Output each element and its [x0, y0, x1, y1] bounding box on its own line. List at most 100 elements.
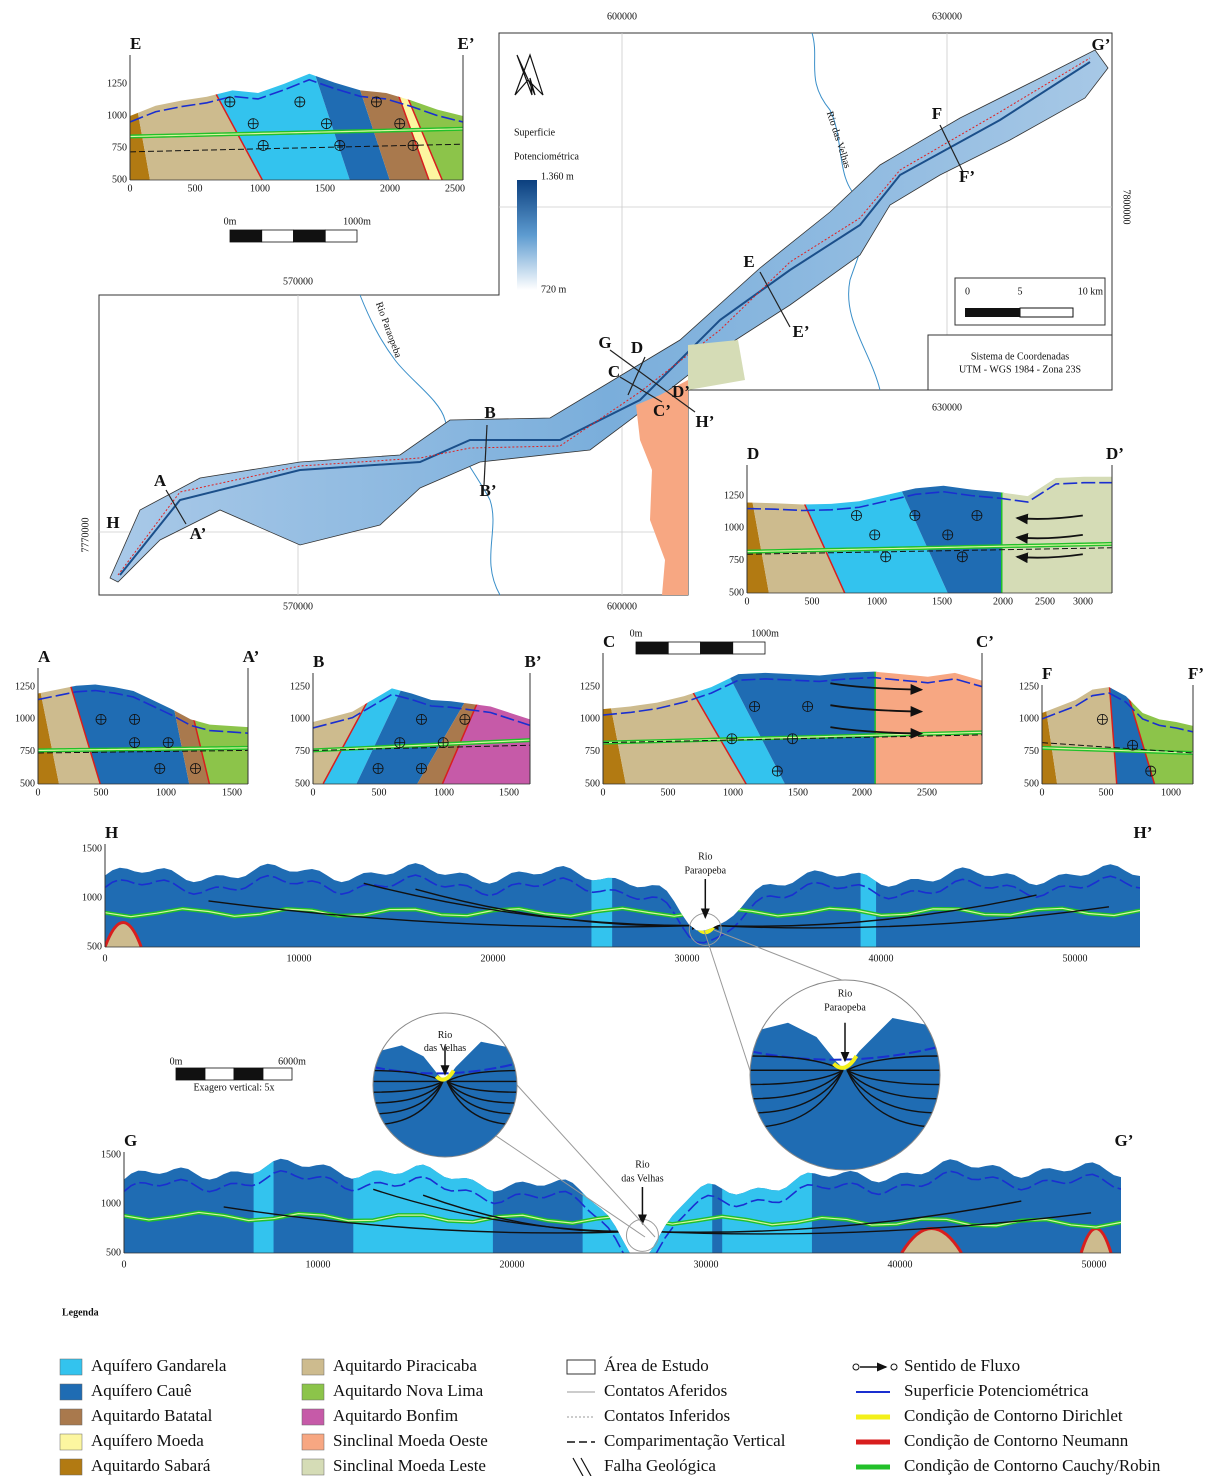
flow-in-symbol	[1127, 740, 1138, 751]
x-tick-label: 0	[601, 787, 606, 798]
section-trace	[619, 376, 663, 403]
x-tick-label: 1000	[723, 787, 743, 798]
legend-label: Área de Estudo	[604, 1356, 709, 1375]
scale-bar	[324, 229, 358, 243]
scale-label: 5	[1018, 286, 1023, 297]
y-tick-label: 500	[1024, 778, 1039, 789]
flow-arrow	[830, 682, 924, 695]
flow-in-symbol	[869, 529, 880, 540]
x-tick-label: 0	[745, 596, 750, 607]
zoom-leader	[703, 929, 756, 1086]
y-tick-label: 1250	[580, 681, 600, 692]
flow-in-symbol	[749, 701, 760, 712]
geo-unit	[356, 688, 476, 784]
coord-label: 570000	[283, 601, 313, 612]
scale-bar	[175, 1067, 206, 1081]
potentiometric-surface	[124, 1169, 1121, 1261]
flow-in-symbol	[459, 714, 470, 725]
valley-axis	[119, 61, 1091, 576]
scale-box	[954, 277, 1106, 326]
potentiometric-surface	[747, 481, 1112, 512]
section-id: A	[154, 471, 167, 490]
y-tick-label: 750	[112, 142, 127, 153]
section-trace	[609, 349, 696, 413]
x-tick-label: 0	[311, 787, 316, 798]
zoom-outline	[372, 1012, 518, 1158]
zoom-body	[750, 980, 940, 1170]
scale-bar	[700, 641, 734, 655]
scale-bar	[635, 641, 669, 655]
flow-in-symbol	[971, 510, 982, 521]
cauchy-line-core	[1042, 747, 1193, 754]
gandarela-patch	[722, 1158, 812, 1253]
cauchy-line-core	[105, 907, 1140, 918]
zoom-ground	[373, 1041, 517, 1157]
potentiometric-surface	[1042, 692, 1193, 733]
x-tick-label: 0	[1040, 787, 1045, 798]
x-tick-label: 2500	[445, 183, 465, 194]
section-id: A’	[190, 524, 207, 543]
colorbar-label: 1.360 m	[541, 171, 574, 182]
legend-swatch	[301, 1458, 325, 1476]
flow-in-symbol	[408, 140, 419, 151]
scale-bar	[1019, 307, 1074, 318]
flow-in-symbol	[1145, 766, 1156, 777]
flow-arrow	[708, 894, 1037, 930]
scale-label: 6000m	[278, 1056, 306, 1067]
section-start: E	[130, 34, 141, 53]
legend-symbol	[566, 1359, 596, 1375]
y-tick-label: 1000	[290, 714, 310, 725]
x-tick-label: 1000	[156, 787, 176, 798]
north-arrow	[514, 53, 544, 96]
y-tick-label: 1250	[107, 78, 127, 89]
cauchy-line-core	[747, 543, 1112, 553]
x-tick-label: 1500	[499, 787, 519, 798]
section-id: C’	[653, 401, 671, 420]
vertical-compartment	[313, 744, 530, 751]
section-end: F’	[1188, 664, 1204, 683]
potentiometric-surface	[313, 693, 530, 729]
section-trace	[759, 271, 791, 328]
legend-label: Aquitardo Bonfim	[333, 1406, 458, 1425]
legend-swatch	[59, 1383, 83, 1401]
y-tick-label: 750	[585, 746, 600, 757]
x-tick-label: 30000	[675, 953, 700, 964]
zoom-ground	[750, 1018, 940, 1170]
flow-arrow	[830, 726, 924, 739]
geo-unit	[105, 863, 1140, 947]
flow-line	[750, 1069, 844, 1114]
section-start: A	[38, 647, 51, 666]
flow-line	[846, 1055, 940, 1071]
potentiometric-surface	[603, 676, 982, 716]
scale-label: 0m	[224, 216, 237, 227]
x-tick-label: 2500	[1035, 596, 1055, 607]
flow-line	[446, 1081, 517, 1115]
legend-label: Aquífero Gandarela	[91, 1356, 227, 1375]
x-tick-label: 30000	[694, 1259, 719, 1270]
section-trace	[165, 489, 187, 525]
x-tick-label: 500	[94, 787, 109, 798]
scale-bar	[229, 229, 263, 243]
colorbar-label: 720 m	[541, 284, 567, 295]
gandarela-patch	[253, 1158, 274, 1253]
flow-arrow	[1015, 533, 1083, 544]
x-tick-label: 1500	[315, 183, 335, 194]
legend-symbol	[852, 1363, 860, 1371]
flow-in-symbol	[224, 96, 235, 107]
y-tick-label: 1000	[724, 523, 744, 534]
section-end: A’	[243, 647, 260, 666]
flow-in-symbol	[394, 118, 405, 129]
scale-bar	[262, 1067, 293, 1081]
flow-in-symbol	[438, 737, 449, 748]
geo-unit	[724, 671, 876, 784]
crs-text: Sistema de Coordenadas	[971, 351, 1069, 362]
section-body	[130, 73, 463, 180]
dirichlet-boundary	[695, 926, 715, 935]
section-start: H	[105, 823, 118, 842]
neumann-boundary	[105, 921, 143, 947]
flow-in-symbol	[294, 96, 305, 107]
section-id: H	[106, 513, 119, 532]
scale-bar	[204, 1067, 235, 1081]
x-tick-label: 40000	[888, 1259, 913, 1270]
x-tick-label: 10000	[287, 953, 312, 964]
